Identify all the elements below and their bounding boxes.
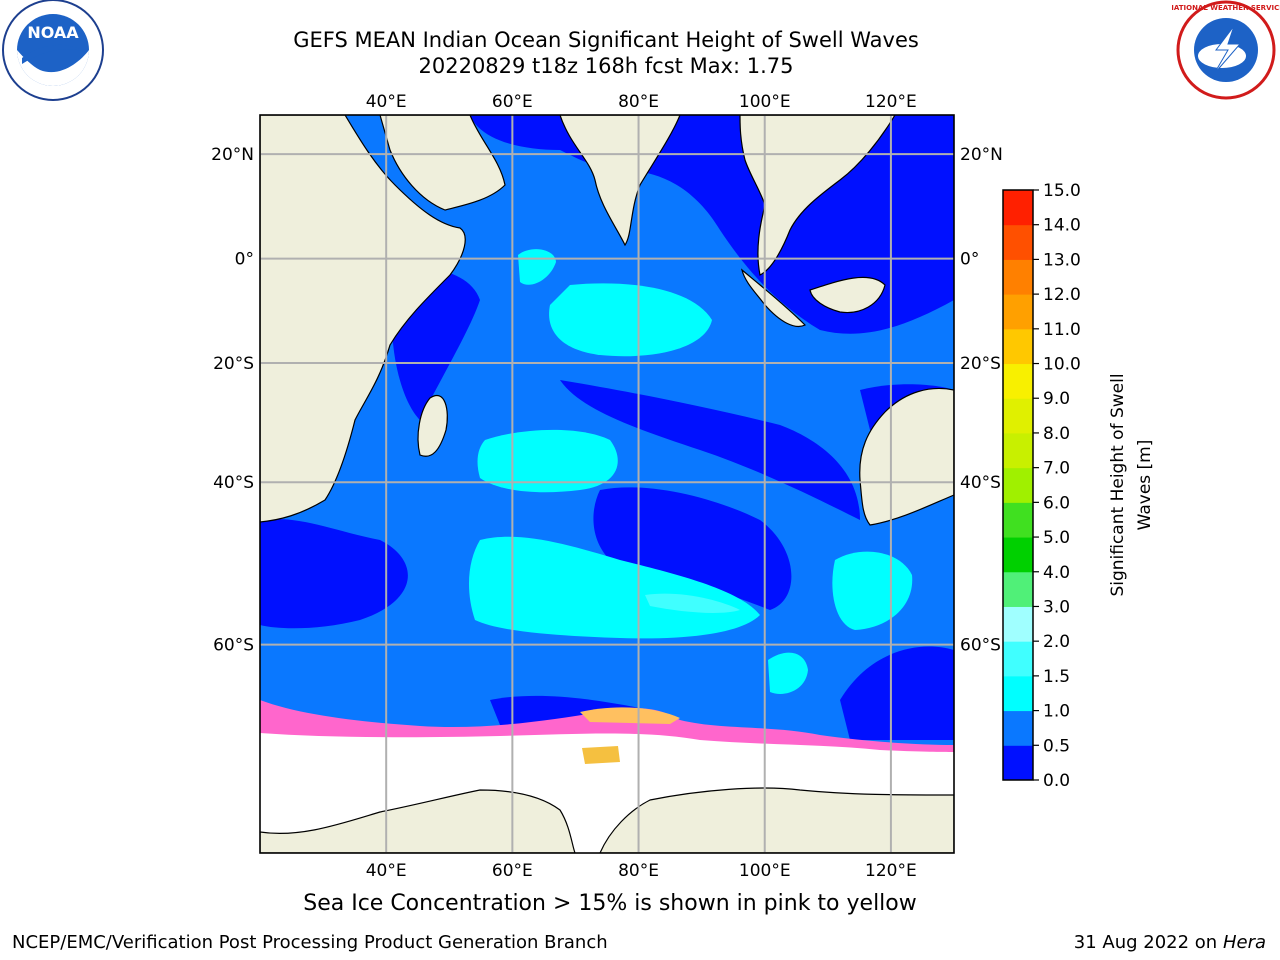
colorbar-tick-label: 10.0 xyxy=(1043,355,1081,375)
graticule xyxy=(260,115,954,853)
lat-tick-label-left: 20°S xyxy=(213,354,254,374)
colorbar: 0.0 0.5 1.0 1.5 2.0 3.0 4.0 5.0 6.0 7.0 8.0 9.0 10.0… xyxy=(1002,181,1081,791)
colorbar-swatch xyxy=(1003,259,1033,295)
lon-tick-label-top: 60°E xyxy=(492,92,533,112)
lat-tick-label-left: 60°S xyxy=(213,636,254,656)
colorbar-swatch xyxy=(1003,571,1033,607)
lon-tick-label-bottom: 100°E xyxy=(739,861,791,881)
low-swell-region xyxy=(593,487,792,610)
map-area xyxy=(260,115,954,853)
lat-tick-label-left: 40°S xyxy=(213,473,254,493)
lon-tick-label-top: 80°E xyxy=(618,92,659,112)
lon-tick-label-bottom: 40°E xyxy=(366,861,407,881)
noaa-logo-text: NOAA xyxy=(27,23,79,42)
arabia-land xyxy=(379,115,506,211)
colorbar-swatch xyxy=(1003,432,1033,469)
lon-tick-label-bottom: 60°E xyxy=(492,861,533,881)
colorbar-tick-label: 5.0 xyxy=(1043,528,1070,548)
colorbar-swatch xyxy=(1003,190,1033,226)
colorbar-swatch xyxy=(1003,224,1033,260)
colorbar-tick-label: 1.0 xyxy=(1043,702,1070,722)
colorbar-tick-label: 13.0 xyxy=(1043,250,1081,270)
swell-patch xyxy=(768,652,808,694)
lat-tick-label-right: 20°N xyxy=(960,145,1003,165)
colorbar-tick-label: 12.0 xyxy=(1043,285,1081,305)
colorbar-tick-label: 11.0 xyxy=(1043,320,1081,340)
antarctica-land xyxy=(260,789,576,853)
colorbar-tick-label: 0.5 xyxy=(1043,736,1070,756)
australia-land xyxy=(859,387,954,526)
lon-tick-label-top: 120°E xyxy=(865,92,917,112)
lat-tick-label-left: 0° xyxy=(235,250,254,270)
colorbar-tick-label: 7.0 xyxy=(1043,459,1070,479)
colorbar-tick-label: 14.0 xyxy=(1043,216,1081,236)
chart-title: GEFS MEAN Indian Ocean Significant Heigh… xyxy=(293,28,919,52)
colorbar-swatch xyxy=(1003,537,1033,573)
nws-logo-text: NATIONAL WEATHER SERVICE xyxy=(1172,4,1280,12)
colorbar-tick-label: 6.0 xyxy=(1043,493,1070,513)
sea-ice-patch xyxy=(582,746,620,764)
low-swell-region xyxy=(840,646,954,740)
low-swell-region xyxy=(560,380,860,520)
borneo-land xyxy=(809,276,886,314)
lat-tick-label-right: 0° xyxy=(960,250,979,270)
swell-patch xyxy=(549,283,712,357)
swell-patch xyxy=(645,593,740,613)
colorbar-tick-label: 8.0 xyxy=(1043,424,1070,444)
date-text: 31 Aug 2022 on xyxy=(1073,932,1218,953)
map-ticks: 40°E 40°E 60°E 60°E 80°E 80°E 100°E 100°E 120°E 1… xyxy=(211,92,1003,881)
ice-note: Sea Ice Concentration > 15% is shown in … xyxy=(303,891,917,916)
credit-text: NCEP/EMC/Verification Post Processing Pr… xyxy=(12,932,608,953)
lon-tick-label-top: 40°E xyxy=(366,92,407,112)
map-frame xyxy=(259,114,955,854)
colorbar-swatch xyxy=(1003,675,1033,712)
lon-tick-label-bottom: 120°E xyxy=(865,861,917,881)
lon-tick-label-bottom: 80°E xyxy=(618,861,659,881)
swell-patch xyxy=(468,536,760,639)
colorbar-frame xyxy=(1002,189,1034,781)
colorbar-title-units: Waves [m] xyxy=(1135,440,1155,531)
date-stamp: 31 Aug 2022 on Hera xyxy=(1074,932,1266,953)
nws-logo-icon: NATIONAL WEATHER SERVICE xyxy=(1172,0,1280,100)
swell-patch xyxy=(832,551,913,630)
colorbar-tick-label: 9.0 xyxy=(1043,389,1070,409)
madagascar-land xyxy=(417,395,448,457)
colorbar-tick-label: 1.5 xyxy=(1043,667,1070,687)
lat-tick-label-right: 40°S xyxy=(960,473,1001,493)
india-land xyxy=(559,115,681,247)
colorbar-swatch xyxy=(1003,745,1033,781)
host-text: Hera xyxy=(1222,932,1266,953)
sumatra-land xyxy=(740,268,807,327)
colorbar-tick-label: 4.0 xyxy=(1043,563,1070,583)
africa-land xyxy=(260,115,466,523)
colorbar-swatch xyxy=(1003,467,1033,503)
lat-tick-label-left: 20°N xyxy=(211,145,254,165)
colorbar-swatch xyxy=(1003,294,1033,330)
colorbar-swatch xyxy=(1003,328,1033,365)
colorbar-tick-label: 0.0 xyxy=(1043,771,1070,791)
colorbar-swatch xyxy=(1003,641,1033,677)
lat-tick-label-right: 60°S xyxy=(960,636,1001,656)
chart-subtitle: 20220829 t18z 168h fcst Max: 1.75 xyxy=(418,54,794,78)
colorbar-tick-label: 2.0 xyxy=(1043,632,1070,652)
colorbar-swatch xyxy=(1003,398,1033,434)
colorbar-tick-label: 15.0 xyxy=(1043,181,1081,201)
colorbar-tick-label: 3.0 xyxy=(1043,597,1070,617)
lat-tick-label-right: 20°S xyxy=(960,354,1001,374)
sea-ice-margin xyxy=(580,707,680,724)
noaa-logo-icon: NOAA xyxy=(2,0,104,101)
colorbar-swatch xyxy=(1003,363,1033,399)
colorbar-title: Significant Height of Swell xyxy=(1108,373,1128,596)
lon-tick-label-top: 100°E xyxy=(739,92,791,112)
colorbar-swatch xyxy=(1003,502,1033,538)
low-swell-region xyxy=(260,519,408,629)
colorbar-swatch xyxy=(1003,606,1033,642)
colorbar-swatch xyxy=(1003,710,1033,746)
